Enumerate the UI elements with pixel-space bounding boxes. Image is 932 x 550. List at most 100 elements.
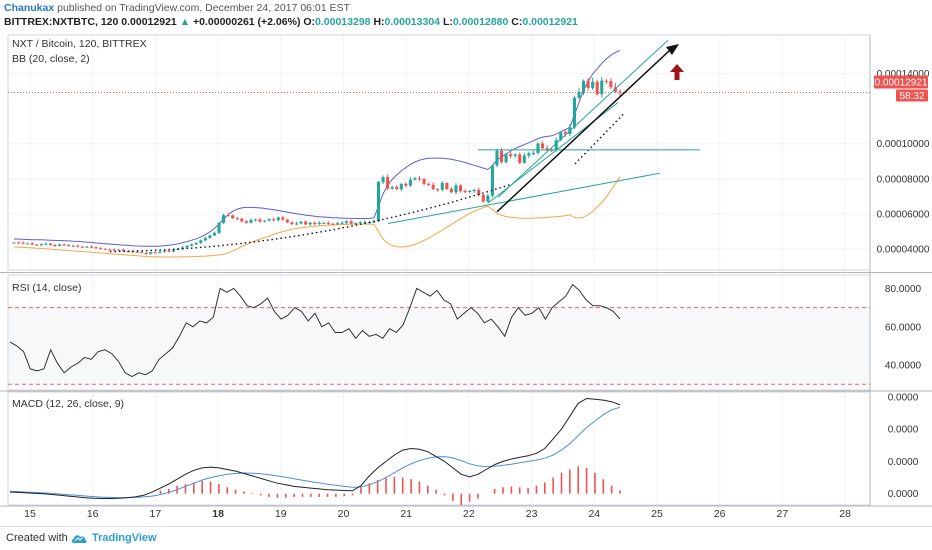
candle-body (572, 97, 576, 128)
rsi-pane[interactable]: 80.0000 60.0000 40.0000 (8, 283, 922, 385)
pane-borders (0, 34, 932, 507)
bb-indicator-title: BB (20, close, 2) (12, 53, 90, 65)
candle-body (618, 91, 622, 93)
price-axis[interactable]: 0.00014000 0.00010000 0.00008000 0.00006000… (874, 69, 930, 255)
candle-body (53, 245, 57, 247)
candle-body (531, 153, 535, 155)
candle-body (468, 190, 472, 192)
candle-body (62, 244, 66, 246)
candle-body (431, 184, 435, 190)
candle-body (404, 183, 408, 186)
rsi-pane-title: RSI (14, close) (12, 282, 81, 294)
candle-body (422, 178, 426, 184)
last-price-badge (874, 75, 928, 89)
candle-body (399, 183, 403, 190)
time-axis-label: 28 (839, 508, 851, 520)
created-with-text: Created with (6, 532, 68, 544)
candle-body (463, 191, 467, 193)
candle-body (294, 223, 299, 225)
candle-body (30, 243, 34, 245)
candle-body (313, 222, 317, 225)
candle-body (240, 218, 244, 222)
rsi-axis-label: 40.0000 (885, 361, 922, 372)
macd-axis-label: 0.0000 (888, 457, 919, 468)
candle-body (71, 245, 75, 247)
candle-body (94, 247, 98, 249)
candle-body (604, 80, 608, 82)
candle-body (600, 80, 604, 95)
low-label: L: (442, 16, 453, 28)
candle-body (76, 245, 80, 247)
candle-body (285, 219, 289, 223)
candle-body (44, 243, 48, 245)
candle-body (162, 250, 166, 252)
candle-body (290, 222, 294, 225)
time-axis[interactable]: 15 16 17 18 19 20 21 22 23 24 25 26 27 28 (24, 508, 851, 520)
candle-body (167, 250, 171, 252)
candle-body (440, 183, 444, 190)
candle-body (80, 246, 84, 248)
candle-body (130, 251, 135, 253)
high-value: 0.00013304 (384, 16, 441, 28)
candle-body (381, 177, 385, 182)
candle-body (427, 183, 431, 185)
candle-body (495, 150, 499, 166)
candle-body (272, 219, 276, 221)
low-value: 0.00012880 (452, 16, 509, 28)
candle-body (85, 246, 89, 248)
candle-body (99, 248, 103, 250)
price-axis-label: 0.00006000 (877, 209, 930, 220)
candle-body (276, 217, 280, 221)
time-axis-label: 26 (714, 508, 726, 520)
candle-body (358, 222, 362, 224)
candle-body (504, 154, 508, 163)
candle-body (472, 190, 476, 192)
candle-body (299, 221, 303, 224)
time-axis-label: 23 (526, 508, 538, 520)
candle-body (35, 244, 39, 246)
candle-body (117, 249, 121, 251)
candle-body (545, 148, 549, 150)
macd-pane[interactable]: 0.0000 0.0000 0.0000 0.0000 (9, 392, 919, 505)
chart-canvas[interactable]: NXT / Bitcoin, 120, BITTREX BB (20, clos… (0, 28, 932, 526)
footer: Created with TradingView (0, 526, 932, 550)
candlesticks[interactable] (12, 77, 622, 255)
candle-body (445, 183, 449, 189)
candle-body (408, 179, 412, 186)
candle-body (376, 181, 381, 222)
price-axis-label: 0.00008000 (877, 174, 930, 185)
bb-lower-line (13, 176, 621, 258)
candle-body (522, 155, 526, 163)
candle-body (231, 215, 235, 219)
symbol-name: BITTREX:NXTBTC, 120 (4, 16, 119, 28)
open-value: 0.00013298 (315, 16, 371, 28)
candle-body (595, 81, 599, 95)
chart-header: Chanukax published on TradingView.com, D… (0, 0, 932, 30)
support-trend-line (387, 172, 661, 225)
candle-body (190, 244, 194, 246)
trend-arrow-line (496, 47, 673, 213)
author-name[interactable]: Chanukax (4, 2, 55, 14)
candle-body (235, 218, 239, 220)
price-axis-label: 0.00010000 (877, 139, 930, 150)
candle-body (308, 222, 312, 225)
candle-body (203, 238, 207, 241)
candle-body (217, 222, 221, 233)
candle-body (267, 219, 271, 221)
tradingview-brand[interactable]: TradingView (92, 532, 157, 544)
bb-upper-line (13, 49, 621, 247)
candle-body (481, 194, 485, 202)
rsi-axis-label: 80.0000 (885, 284, 922, 295)
candle-body (304, 221, 308, 225)
candle-body (21, 242, 25, 244)
trend-drawings[interactable] (109, 39, 700, 253)
candle-body (140, 252, 144, 254)
candle-body (591, 81, 595, 88)
candle-body (212, 232, 217, 236)
candle-body (331, 223, 335, 225)
candle-body (518, 154, 522, 163)
publish-info: Chanukax published on TradingView.com, D… (4, 2, 350, 14)
candle-body (153, 252, 157, 254)
candle-body (149, 252, 153, 254)
candle-body (390, 187, 394, 189)
